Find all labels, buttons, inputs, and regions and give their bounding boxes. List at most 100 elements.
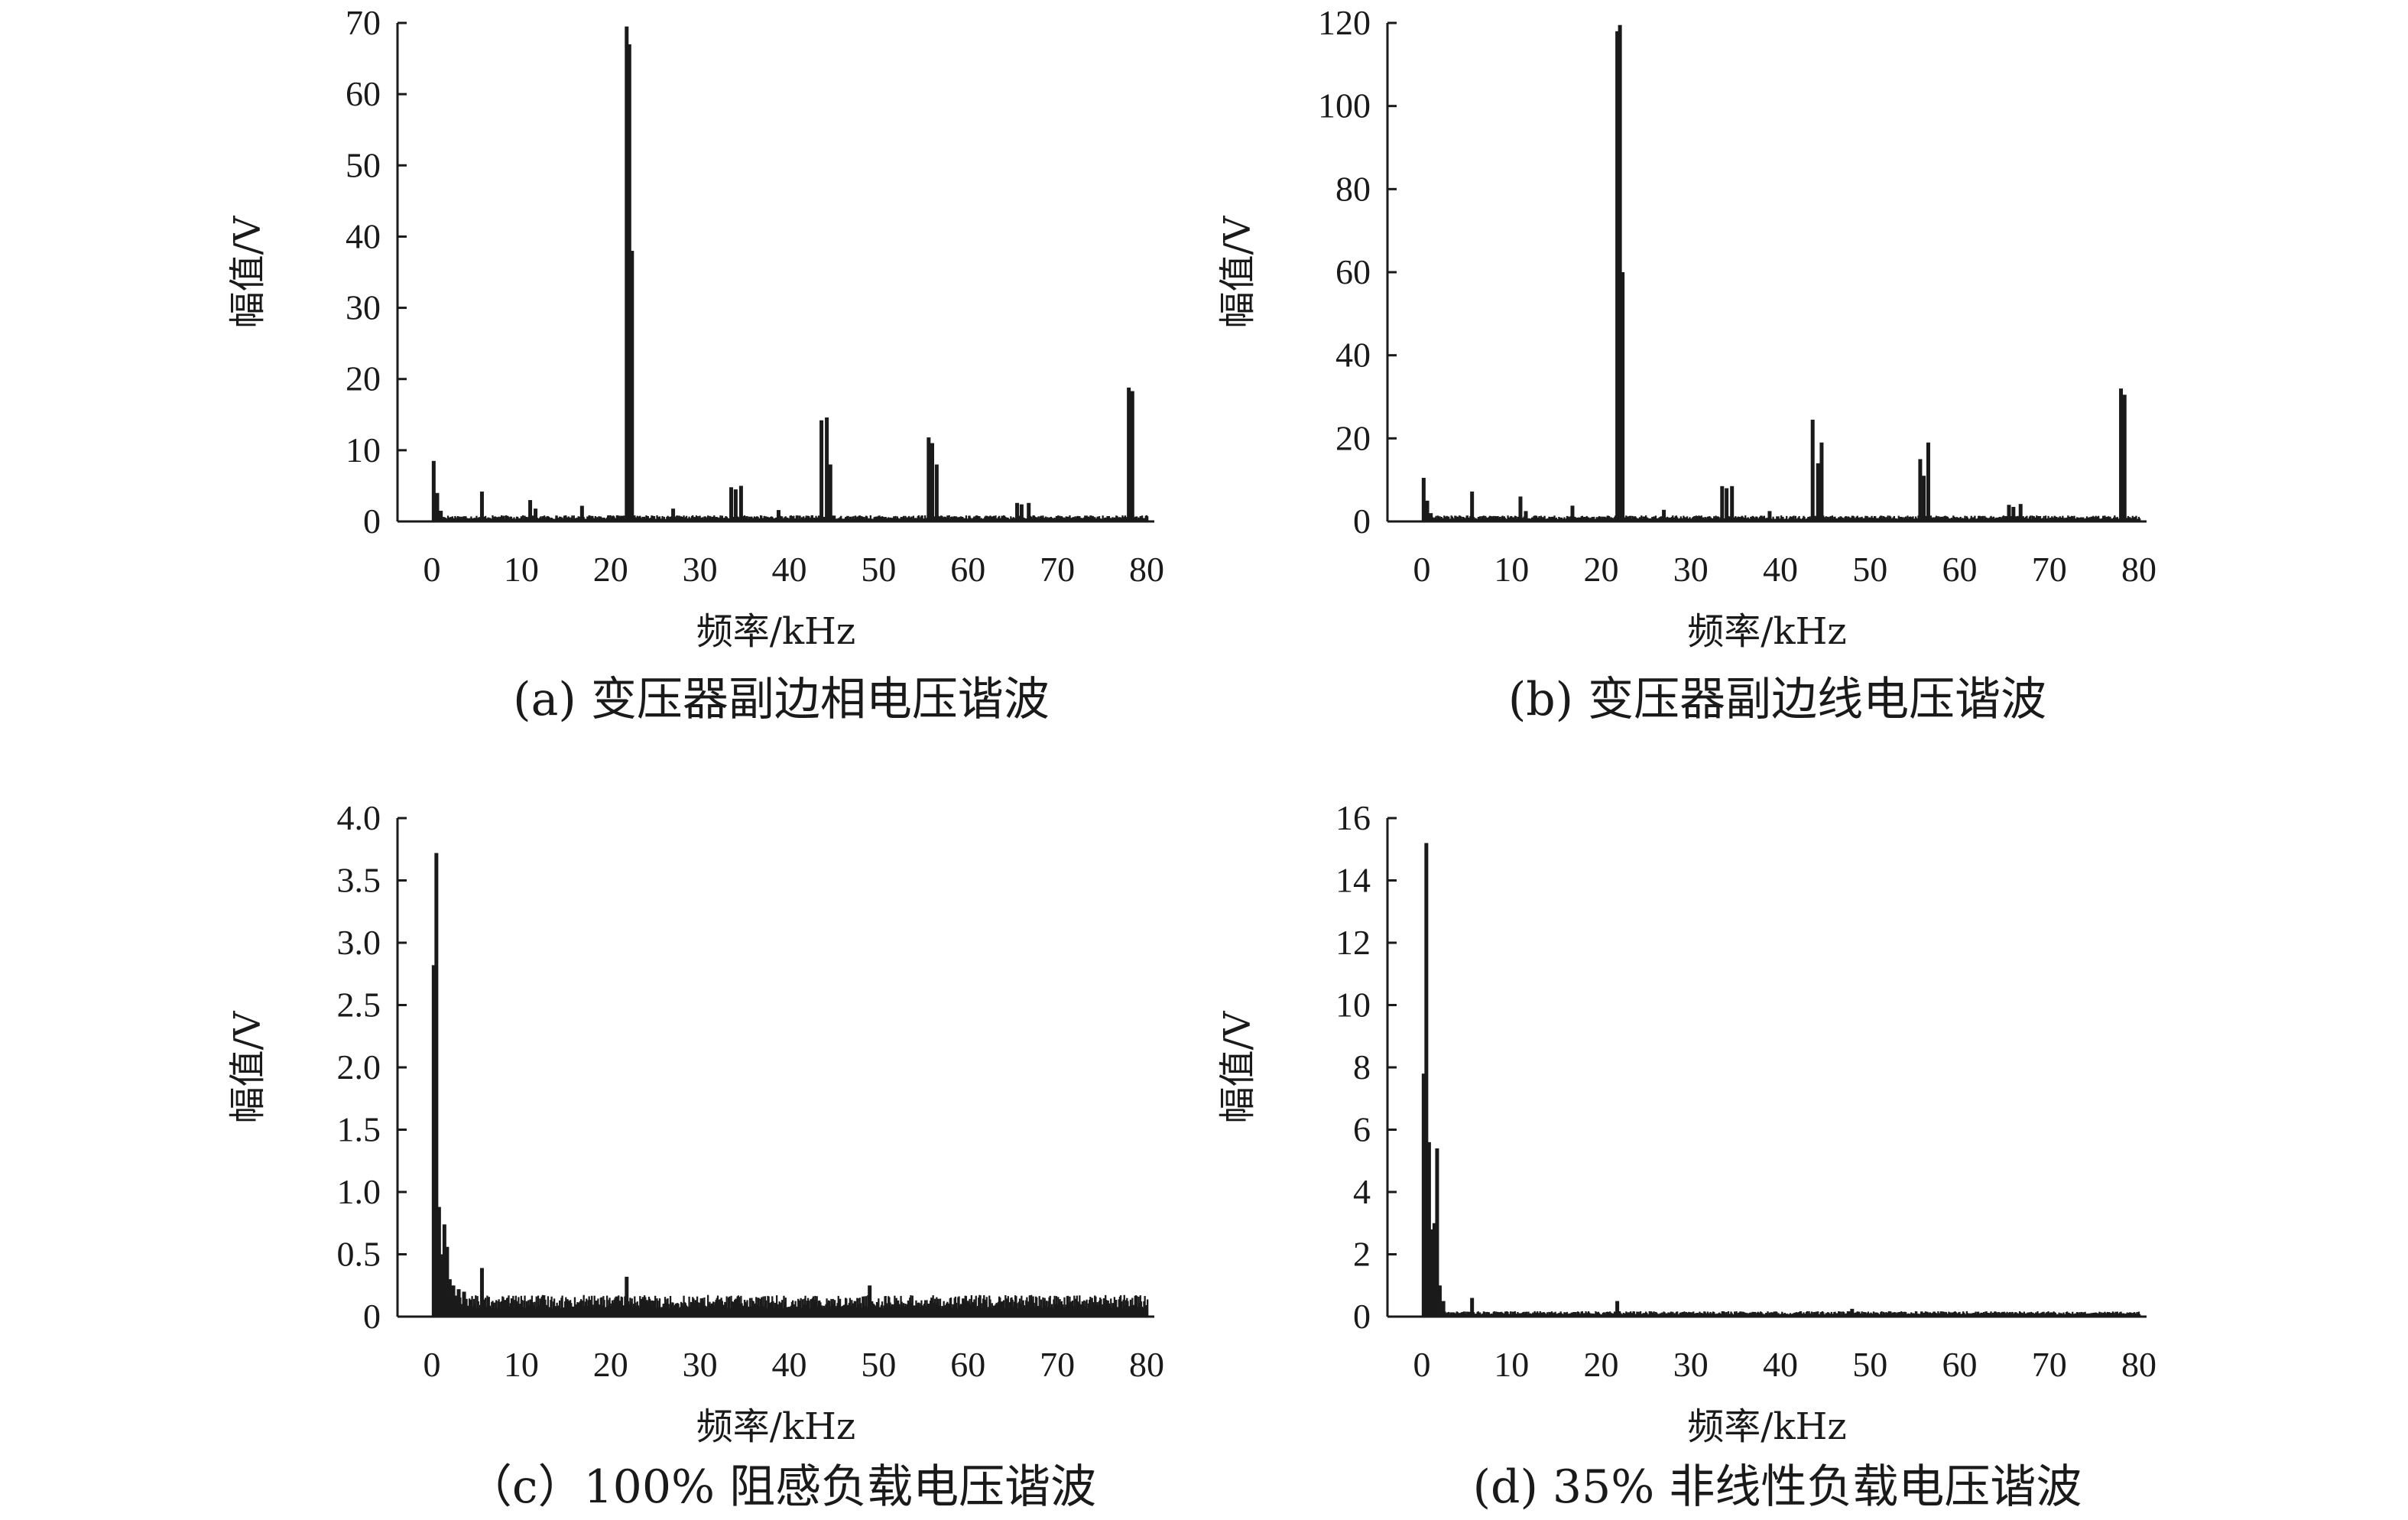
harmonic-bar <box>1470 491 1475 521</box>
noise-bar <box>1585 518 1587 521</box>
noise-bar <box>2109 1312 2111 1317</box>
noise-bar <box>582 1308 584 1317</box>
noise-bar <box>1459 515 1462 521</box>
noise-bar <box>2046 1312 2048 1317</box>
noise-bar <box>997 517 1000 521</box>
noise-bar <box>508 517 510 521</box>
noise-bar <box>1559 517 1561 521</box>
noise-bar <box>890 1306 892 1317</box>
noise-bar <box>1066 1296 1069 1317</box>
noise-bar <box>1956 1313 1959 1317</box>
noise-bar <box>795 1306 797 1317</box>
noise-bar <box>938 516 940 521</box>
noise-bar <box>1008 1308 1011 1317</box>
y-tick-label: 20 <box>1335 418 1371 457</box>
noise-bar <box>1512 517 1514 521</box>
noise-bar <box>1566 516 1569 521</box>
noise-bar <box>915 518 917 521</box>
noise-bar <box>2126 518 2128 521</box>
noise-bar <box>801 1299 804 1317</box>
noise-bar <box>2048 1312 2050 1317</box>
noise-bar <box>1994 518 1996 521</box>
noise-bar <box>1579 1313 1581 1317</box>
noise-bar <box>2059 1313 2062 1317</box>
noise-bar <box>1107 1300 1109 1317</box>
noise-bar <box>764 517 767 521</box>
noise-bar <box>998 1296 1001 1317</box>
noise-bar <box>936 1297 938 1317</box>
noise-bar <box>1610 517 1612 521</box>
noise-bar <box>1531 1314 1533 1317</box>
noise-bar <box>943 1306 946 1317</box>
noise-bar <box>683 515 685 521</box>
noise-bar <box>940 515 943 521</box>
noise-bar <box>1031 518 1034 521</box>
noise-bar <box>1964 1314 1966 1317</box>
noise-bar <box>842 518 844 521</box>
noise-bar <box>810 1299 813 1317</box>
noise-bar <box>634 1302 637 1317</box>
noise-bar <box>1965 1311 1968 1317</box>
noise-bar <box>1596 1312 1598 1317</box>
harmonic-bar <box>1441 1301 1446 1317</box>
noise-bar <box>560 517 563 521</box>
noise-bar <box>1026 1297 1028 1317</box>
noise-bar <box>2085 518 2087 521</box>
noise-bar <box>1864 1312 1867 1317</box>
noise-bar <box>878 515 880 521</box>
noise-bar <box>2027 518 2030 521</box>
noise-bar <box>1746 1313 1748 1317</box>
noise-bar <box>763 515 765 521</box>
noise-bar <box>1825 516 1827 521</box>
noise-bar <box>1840 1311 1842 1317</box>
noise-bar <box>1557 518 1559 521</box>
noise-bar <box>1883 516 1886 521</box>
x-tick-label: 20 <box>593 550 628 589</box>
noise-bar <box>1537 517 1539 521</box>
noise-bar <box>753 516 756 521</box>
noise-bar <box>1061 1304 1064 1317</box>
noise-bar <box>1498 518 1500 521</box>
noise-bar <box>1891 518 1894 521</box>
noise-bar <box>917 515 920 521</box>
harmonic-bar <box>1725 488 1729 521</box>
noise-bar <box>1111 518 1113 521</box>
noise-bar <box>1121 1301 1123 1317</box>
noise-bar <box>534 1307 537 1317</box>
noise-bar <box>1880 1312 1882 1317</box>
noise-bar <box>1968 1314 1970 1317</box>
noise-bar <box>1650 518 1653 521</box>
noise-bar <box>947 1303 949 1317</box>
noise-bar <box>538 1304 540 1317</box>
noise-bar <box>847 515 849 521</box>
noise-bar <box>2098 1311 2101 1317</box>
noise-bar <box>1955 1312 1957 1317</box>
noise-bar <box>1014 1295 1017 1317</box>
noise-bar <box>1854 1312 1856 1317</box>
noise-bar <box>1762 1314 1764 1317</box>
noise-bar <box>1142 1307 1144 1317</box>
noise-bar <box>493 1302 495 1317</box>
noise-bar <box>718 1300 720 1317</box>
noise-bar <box>1878 516 1881 521</box>
noise-bar <box>1952 1312 1955 1317</box>
noise-bar <box>1741 516 1744 521</box>
noise-bar <box>641 518 643 521</box>
noise-bar <box>1028 1295 1031 1317</box>
noise-bar <box>739 1303 742 1317</box>
noise-bar <box>745 1301 747 1317</box>
noise-bar <box>1914 1311 1917 1317</box>
noise-bar <box>1903 1311 1905 1317</box>
noise-bar <box>1140 517 1143 521</box>
noise-bar <box>2120 1311 2122 1317</box>
noise-bar <box>1748 518 1751 521</box>
noise-bar <box>1539 518 1541 521</box>
noise-bar <box>991 1307 995 1317</box>
noise-bar <box>1859 517 1861 521</box>
noise-bar <box>2053 518 2055 521</box>
noise-bar <box>852 1303 855 1317</box>
noise-bar <box>842 518 845 521</box>
noise-bar <box>537 518 540 521</box>
noise-bar <box>753 1304 756 1317</box>
noise-bar <box>1454 515 1456 521</box>
